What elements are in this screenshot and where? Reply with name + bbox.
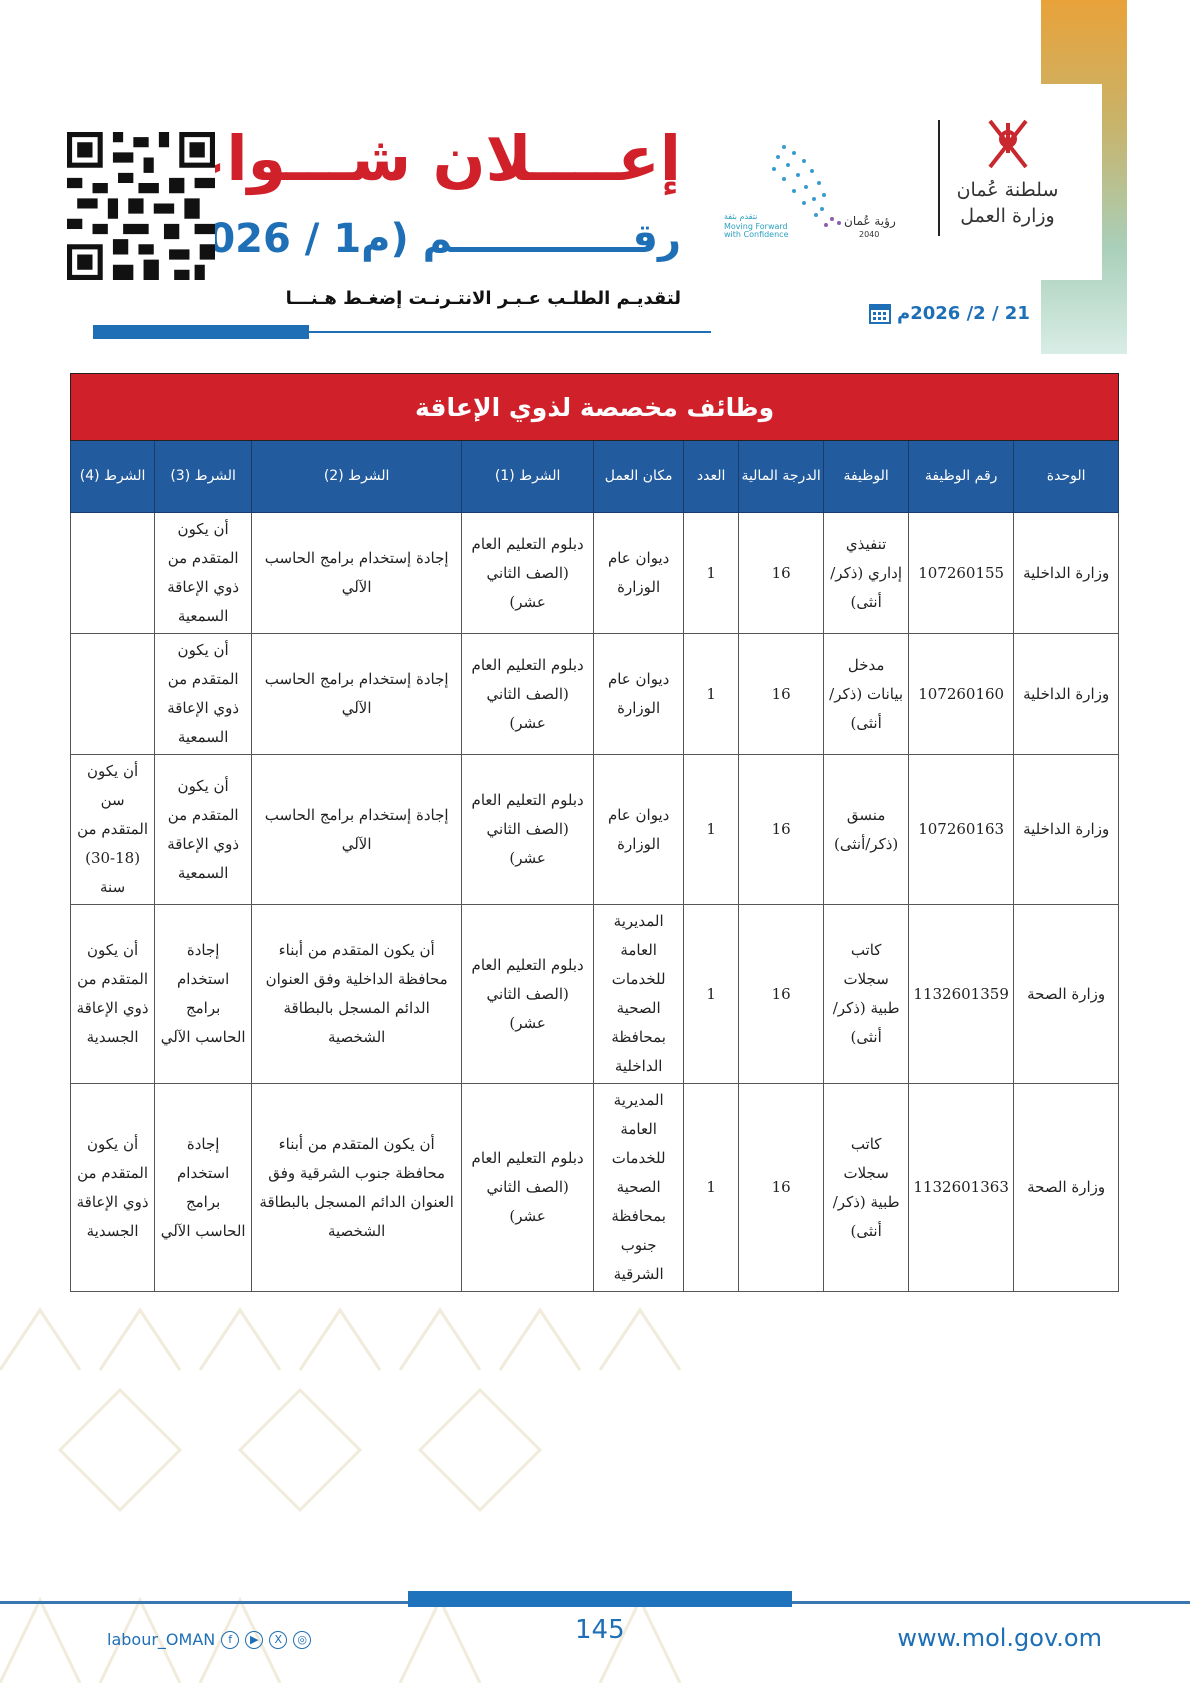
calendar-icon (869, 304, 891, 324)
table-cell: وزارة الصحة (1013, 904, 1120, 1084)
table-row: وزارة الصحة 1132601363 كاتب سجلات طبية (ذك… (69, 1083, 1120, 1292)
page-title: إعــــلان شـــواغـر (124, 122, 681, 195)
table-cell: 1 (683, 754, 740, 905)
table-cell: 1 (683, 633, 740, 755)
table-cell: دبلوم التعليم العام (الصف الثاني عشر) (461, 633, 595, 755)
table-cell: أن يكون المتقدم من ذوي الإعاقة السمعية (154, 633, 253, 755)
table-cell: ديوان عام الوزارة (593, 754, 685, 905)
table-cell: إجادة إستخدام برامج الحاسب الآلي (251, 512, 463, 634)
table-cell: دبلوم التعليم العام (الصف الثاني عشر) (461, 1083, 595, 1292)
table-cell: منسق (ذكر/أنثى) (823, 754, 910, 905)
table-cell: دبلوم التعليم العام (الصف الثاني عشر) (461, 754, 595, 905)
table-cell: أن يكون المتقدم من أبناء محافظة جنوب الش… (251, 1083, 463, 1292)
svg-text:رؤية عُمان: رؤية عُمان (844, 214, 896, 229)
website-link[interactable]: www.mol.gov.om (897, 1624, 1102, 1652)
table-cell: إجادة إستخدام برامج الحاسب الآلي (251, 754, 463, 905)
column-header: الشرط (1) (461, 440, 595, 513)
column-header: الشرط (3) (154, 440, 253, 513)
table-cell: أن يكون المتقدم من ذوي الإعاقة الجسدية (69, 1083, 156, 1292)
svg-text:with Confidence: with Confidence (724, 230, 789, 239)
table-cell: وزارة الصحة (1013, 1083, 1120, 1292)
table-cell: 1132601359 (908, 904, 1015, 1084)
table-cell: أن يكون المتقدم من ذوي الإعاقة السمعية (154, 512, 253, 634)
title-underline (93, 325, 309, 339)
table-cell (69, 633, 156, 755)
column-header: رقم الوظيفة (908, 440, 1015, 513)
ministry-of-labour-logo: سلطنة عُمان وزارة العمل (940, 113, 1075, 243)
table-cell: المديرية العامة للخدمات الصحية بمحافظة ا… (593, 904, 685, 1084)
page-number: 145 (575, 1615, 625, 1645)
background-pattern (0, 1307, 682, 1683)
table-cell: كاتب سجلات طبية (ذكر/أنثى) (823, 1083, 910, 1292)
footer-bar (408, 1591, 792, 1607)
table-row: وزارة الداخلية 107260155 تنفيذي إداري (ذكر… (69, 512, 1120, 634)
column-header: الدرجة المالية (738, 440, 825, 513)
table-cell: 16 (738, 1083, 825, 1292)
title-underline-thin (309, 331, 711, 333)
table-cell: وزارة الداخلية (1013, 754, 1120, 905)
svg-text:2040: 2040 (859, 230, 879, 239)
table-cell: أن يكون المتقدم من ذوي الإعاقة السمعية (154, 754, 253, 905)
table-row: وزارة الداخلية 107260160 مدخل بيانات (ذكر/… (69, 633, 1120, 755)
qr-code[interactable] (67, 131, 215, 281)
table-cell: 16 (738, 512, 825, 634)
table-cell: 16 (738, 633, 825, 755)
table-cell: إجادة إستخدام برامج الحاسب الآلي (251, 633, 463, 755)
table-cell: 1 (683, 904, 740, 1084)
column-header: مكان العمل (593, 440, 685, 513)
table-cell (69, 512, 156, 634)
table-cell: 107260155 (908, 512, 1015, 634)
oman-vision-2040-logo: رؤية عُمان 2040 نتقدم بثقة Moving Forwar… (724, 135, 914, 245)
logo-panel (740, 84, 1102, 280)
instagram-icon[interactable]: ◎ (293, 1630, 312, 1649)
table-cell: دبلوم التعليم العام (الصف الثاني عشر) (461, 904, 595, 1084)
table-cell: 16 (738, 754, 825, 905)
facebook-icon[interactable]: f (221, 1630, 240, 1649)
table-cell: ديوان عام الوزارة (593, 633, 685, 755)
logo-divider (938, 120, 940, 236)
column-header: الشرط (4) (69, 440, 156, 513)
table-cell: وزارة الداخلية (1013, 512, 1120, 634)
svg-text:نتقدم بثقة: نتقدم بثقة (724, 212, 757, 221)
date-text: 21 / 2/ 2026م (897, 302, 1030, 324)
svg-text:Moving Forward: Moving Forward (724, 222, 788, 231)
column-header: الوحدة (1013, 440, 1120, 513)
table-cell: 1 (683, 1083, 740, 1292)
table-cell: المديرية العامة للخدمات الصحية بمحافظة ج… (593, 1083, 685, 1292)
table-cell: كاتب سجلات طبية (ذكر/أنثى) (823, 904, 910, 1084)
table-row: وزارة الصحة 1132601359 كاتب سجلات طبية (ذك… (69, 904, 1120, 1084)
youtube-icon[interactable]: ▶ (245, 1630, 264, 1649)
table-caption: وظائف مخصصة لذوي الإعاقة (69, 373, 1120, 441)
social-handle[interactable]: labour_OMAN (107, 1630, 216, 1649)
table-cell: 16 (738, 904, 825, 1084)
announcement-date: 21 / 2/ 2026م (869, 302, 1030, 324)
table-cell: أن يكون المتقدم من أبناء محافظة الداخلية… (251, 904, 463, 1084)
table-cell: أن يكون المتقدم من ذوي الإعاقة الجسدية (69, 904, 156, 1084)
announcement-number: رقـــــــــــــم (م1 / 2026) (161, 216, 681, 262)
table-cell: 107260163 (908, 754, 1015, 905)
column-header: العدد (683, 440, 740, 513)
column-header: الوظيفة (823, 440, 910, 513)
table-cell: ديوان عام الوزارة (593, 512, 685, 634)
social-links: labour_OMAN f ▶ X ◎ (107, 1630, 312, 1649)
table-cell: 1132601363 (908, 1083, 1015, 1292)
table-cell: وزارة الداخلية (1013, 633, 1120, 755)
table-cell: أن يكون سن المتقدم من (18-30) سنة (69, 754, 156, 905)
table-cell: دبلوم التعليم العام (الصف الثاني عشر) (461, 512, 595, 634)
table-row: وزارة الداخلية 107260163 منسق (ذكر/أنثى) 16… (69, 754, 1120, 905)
table-cell: مدخل بيانات (ذكر/أنثى) (823, 633, 910, 755)
table-cell: إجادة استخدام برامج الحاسب الآلي (154, 904, 253, 1084)
x-icon[interactable]: X (269, 1630, 288, 1649)
table-cell: تنفيذي إداري (ذكر/أنثى) (823, 512, 910, 634)
table-cell: إجادة استخدام برامج الحاسب الآلي (154, 1083, 253, 1292)
oman-emblem-icon (987, 119, 1028, 169)
apply-online-link[interactable]: لتقديـم الطلـب عـبـر الانتـرنـت إضغـط هـ… (285, 288, 681, 309)
jobs-table: وظائف مخصصة لذوي الإعاقة الوحدة رقم الوظي… (69, 373, 1120, 1292)
table-cell: 107260160 (908, 633, 1015, 755)
column-header: الشرط (2) (251, 440, 463, 513)
table-cell: 1 (683, 512, 740, 634)
